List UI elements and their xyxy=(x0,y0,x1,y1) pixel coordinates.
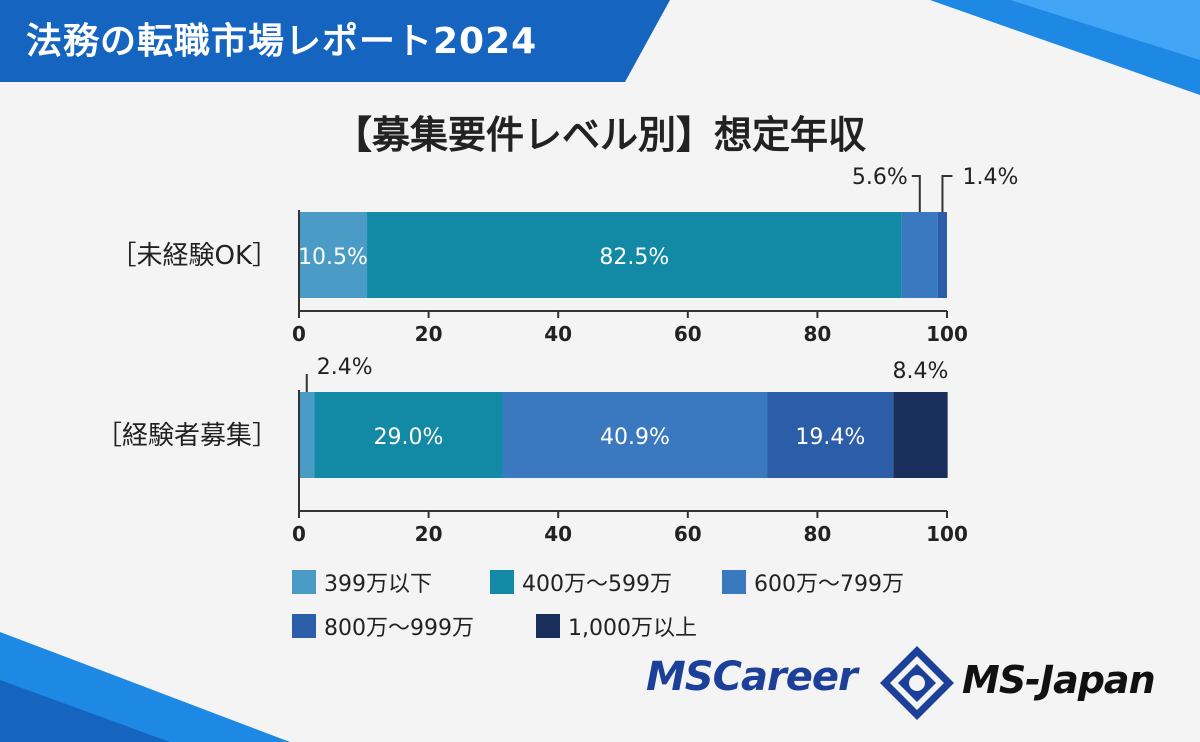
bar-segment xyxy=(502,392,768,478)
legend-swatch xyxy=(292,614,316,638)
x-tick-label: 80 xyxy=(803,522,831,546)
bar-segment xyxy=(767,392,894,478)
data-label: 40.9% xyxy=(600,425,670,450)
legend-swatch xyxy=(490,570,514,594)
legend-label: 800万〜999万 xyxy=(324,616,474,641)
data-label: 2.4% xyxy=(317,355,373,380)
legend-label: 400万〜599万 xyxy=(522,572,672,597)
data-label: 8.4% xyxy=(892,359,948,384)
mscareer-logo: MSCareer xyxy=(646,654,858,700)
x-tick-label: 80 xyxy=(803,322,831,346)
x-tick-label: 0 xyxy=(292,522,306,546)
legend-swatch xyxy=(536,614,560,638)
bar-segment xyxy=(901,212,938,298)
legend-item: 400万〜599万 xyxy=(490,566,672,598)
ms-japan-logo-mark-icon xyxy=(880,646,954,720)
x-tick-label: 20 xyxy=(415,322,443,346)
top-right-stripe-light xyxy=(1010,0,1200,60)
x-tick-label: 0 xyxy=(292,322,306,346)
leader-line xyxy=(911,175,921,212)
category-label: ［未経験OK］ xyxy=(110,241,278,271)
leader-line xyxy=(941,175,953,212)
title-banner xyxy=(0,0,670,82)
category-label: ［経験者募集］ xyxy=(96,421,278,451)
x-tick-label: 100 xyxy=(926,322,968,346)
legend-item: 800万〜999万 xyxy=(292,610,474,642)
x-tick-label: 60 xyxy=(674,522,702,546)
legend-label: 399万以下 xyxy=(324,572,432,597)
x-tick-label: 20 xyxy=(415,522,443,546)
bar-segment xyxy=(299,212,368,298)
legend-label: 1,000万以上 xyxy=(568,616,697,641)
x-tick-label: 40 xyxy=(544,522,572,546)
legend-item: 1,000万以上 xyxy=(536,610,697,642)
bar-segment xyxy=(893,392,948,478)
bar-segment xyxy=(937,212,947,298)
legend-swatch xyxy=(292,570,316,594)
msjapan-logo: MS-Japan xyxy=(962,658,1156,702)
legend-swatch xyxy=(722,570,746,594)
data-label: 5.6% xyxy=(852,165,908,190)
chart-title: 【募集要件レベル別】想定年収 xyxy=(333,113,866,157)
data-label: 10.5% xyxy=(298,245,368,270)
bar-segment xyxy=(367,212,902,298)
bar-segment xyxy=(299,392,315,478)
data-label: 1.4% xyxy=(962,165,1018,190)
legend-label: 600万〜799万 xyxy=(754,572,904,597)
bar-segment xyxy=(314,392,503,478)
legend-item: 399万以下 xyxy=(292,566,432,598)
x-tick-label: 60 xyxy=(674,322,702,346)
report-title: 法務の転職市場レポート2024 xyxy=(26,21,538,62)
x-tick-label: 40 xyxy=(544,322,572,346)
legend-item: 600万〜799万 xyxy=(722,566,904,598)
bottom-left-stripe-dark xyxy=(0,680,170,742)
data-label: 82.5% xyxy=(599,245,669,270)
x-tick-label: 100 xyxy=(926,522,968,546)
data-label: 19.4% xyxy=(795,425,865,450)
data-label: 29.0% xyxy=(374,425,444,450)
